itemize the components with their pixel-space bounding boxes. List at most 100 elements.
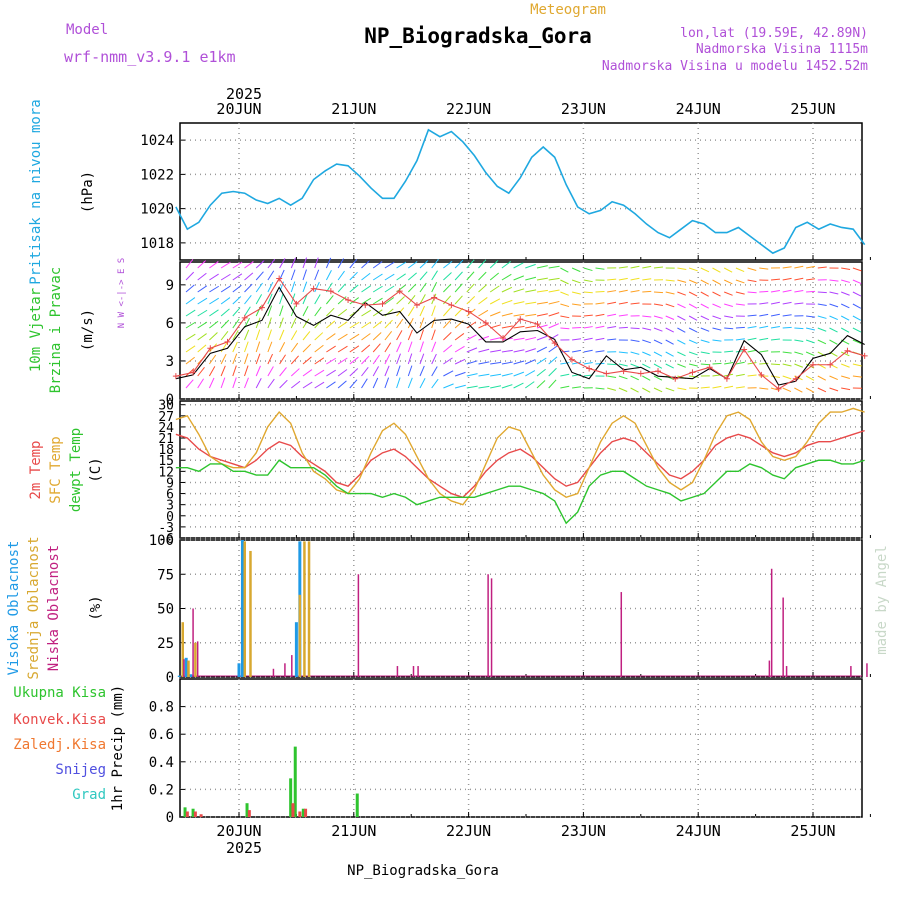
wind-arrow [478,284,488,293]
wind-arrow [583,349,593,353]
wind-arrow [361,297,372,305]
wind-arrow [431,341,437,353]
wind-arrow [513,325,525,329]
wind-arrow [490,385,502,389]
wind-arrow [454,384,466,389]
cloud-bar-mid [298,594,302,677]
wind-arrow [372,320,383,329]
wind-arrow [759,267,769,270]
wind-arrow [817,315,827,319]
wind-arrow [349,356,359,365]
precip-bar-conv [304,808,308,817]
wind-arrow [583,279,593,283]
temp-temp2m-line [175,429,865,499]
wind-arrow [490,337,502,341]
model-name: wrf-nmm_v3.9.1 e1km [64,48,236,66]
wind-arrow [548,300,560,305]
wind-arrow [396,353,401,365]
wind-arrow [595,267,605,270]
wind-arrow [361,309,372,317]
temp-ylabel-c: dewpt Temp [68,428,84,512]
wind-arrow [607,363,617,366]
wind-arrow [782,363,792,367]
wind-arrow [630,277,640,281]
gust-marker [655,368,662,375]
gust-marker [224,338,231,345]
y-tick-label: -3 [158,521,174,536]
wind-arrow [349,379,358,389]
wind-arrow [712,385,722,389]
wind-arrow [290,368,300,377]
wind-arrow [548,277,560,281]
wind-arrow [220,297,231,305]
wind-arrow [220,365,226,377]
cloud-bar-mid [194,642,197,677]
wind-arrow [513,313,525,317]
wind-arrow [326,320,336,329]
cloud-bar-low [770,568,773,677]
wind-arrow [618,277,628,281]
wind-arrow [817,375,826,381]
wind-arrow [700,315,710,321]
wind-arrow [759,313,769,317]
gust-marker [448,302,455,309]
wind-arrow [396,261,407,269]
wind-arrow [232,318,240,329]
wind-arrow [794,290,804,293]
wind-arrow [560,291,569,296]
wind-arrow [630,387,639,393]
wind-arrow [583,337,593,341]
wind-arrow [747,337,757,341]
wind-arrow [583,267,593,272]
wind-arrow [536,265,548,269]
wind-arrow [724,385,734,389]
wind-arrow [618,326,628,329]
wind-arrow [688,303,698,309]
wind-arrow [407,283,417,293]
cloud-bar-low [183,659,185,677]
wind-arrow [396,273,406,281]
wind-arrow [197,272,207,281]
wind-arrow [255,378,262,389]
wind-arrow [431,378,439,389]
wind-arrow [712,315,722,320]
wind-arrow [419,260,429,269]
wind-speed-line [175,286,865,386]
wind-arrow [525,348,536,353]
wind-arrow [490,373,502,377]
gust-marker [551,340,558,347]
wind-arrow [782,277,792,281]
wind-arrow [735,303,745,306]
cloud-bar-low [196,641,199,677]
wind-arrow [782,387,792,393]
wind-arrow [653,327,663,332]
wind-arrow [724,362,734,365]
wind-arrow [302,257,308,269]
cloud-bar-high [240,540,244,677]
wind-arrow [642,339,652,344]
panel-frame-pressure [179,122,863,261]
wind-arrow [501,384,513,389]
wind-arrow [337,369,348,377]
wind-arrow [490,349,502,353]
cloud-bar-low [768,660,771,677]
wind-arrow [419,341,424,353]
wind-arrow [607,278,617,281]
wind-arrow [677,339,686,345]
wind-arrow [770,326,780,329]
y-tick-label: 12 [158,465,174,480]
wind-arrow [794,339,804,343]
cloud-bar-mid [181,622,184,677]
wind-arrow [466,321,477,329]
y-tick-label: 1024 [140,133,174,149]
wind-arrow [583,361,593,365]
cloud-bar-low [291,655,293,677]
wind-arrow [419,353,425,365]
wind-arrow [525,276,537,281]
precip-ylabel: 1hr Precip (mm) [110,685,126,811]
wind-arrow [852,363,862,367]
wind-arrow [852,375,862,378]
grid-lines [180,123,871,818]
panel-frames [179,122,863,818]
wind-arrow [817,303,827,307]
